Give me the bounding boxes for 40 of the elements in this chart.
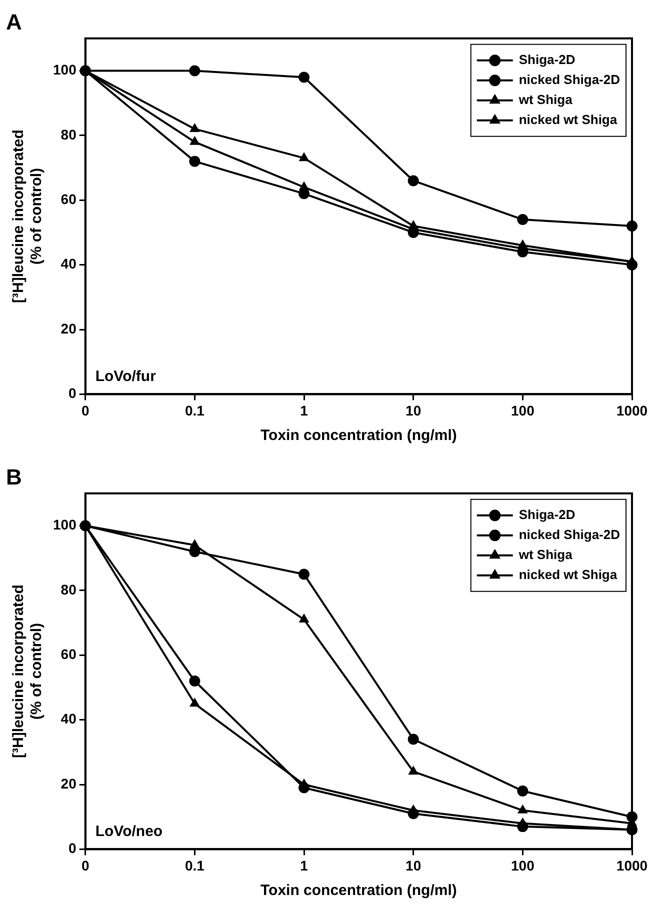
legend-label: Shiga-2D	[518, 52, 576, 67]
annotation: LoVo/neo	[95, 822, 163, 840]
legend-label: nicked wt Shiga	[518, 112, 618, 127]
legend-label: nicked Shiga-2D	[518, 72, 620, 87]
x-tick-label: 0.1	[184, 857, 205, 874]
chart-title: A	[6, 9, 22, 34]
y-axis-title: [³H]leucine incorporated (% of control)	[10, 584, 46, 758]
y-tick-label: 80	[60, 126, 77, 142]
x-axis-title: Toxin concentration (ng/ml)	[260, 882, 457, 900]
chart-title: B	[6, 464, 22, 490]
y-axis-title: [³H]leucine incorporated (% of control)	[10, 130, 46, 303]
x-tick-label: 0	[81, 857, 90, 874]
y-tick-label: 60	[60, 190, 77, 207]
x-tick-label: 100	[510, 402, 535, 418]
y-tick-label: 100	[53, 516, 77, 533]
x-tick-label: 1	[300, 857, 308, 874]
legend-label: Shiga-2D	[518, 506, 576, 522]
y-tick-label: 0	[68, 840, 77, 856]
y-tick-label: 80	[60, 581, 77, 598]
annotation: LoVo/fur	[95, 368, 156, 385]
legend-label: wt Shiga	[518, 546, 574, 562]
legend-label: nicked wt Shiga	[518, 566, 618, 582]
x-tick-label: 10	[406, 857, 422, 874]
x-tick-label: 1000	[616, 857, 648, 874]
y-tick-label: 20	[60, 775, 77, 792]
y-tick-label: 40	[60, 256, 77, 272]
x-tick-label: 0	[81, 402, 90, 418]
legend-label: nicked Shiga-2D	[518, 526, 620, 542]
y-tick-label: 100	[53, 62, 77, 78]
x-tick-label: 1000	[616, 402, 648, 418]
legend-label: wt Shiga	[518, 92, 574, 107]
x-tick-label: 10	[406, 402, 422, 418]
x-axis-title: Toxin concentration (ng/ml)	[260, 427, 457, 444]
y-tick-label: 0	[68, 385, 77, 402]
x-tick-label: 0.1	[184, 402, 205, 418]
x-tick-label: 100	[510, 857, 535, 874]
y-tick-label: 40	[60, 710, 77, 727]
y-tick-label: 60	[60, 646, 77, 662]
y-tick-label: 20	[60, 320, 77, 336]
x-tick-label: 1	[300, 402, 308, 418]
